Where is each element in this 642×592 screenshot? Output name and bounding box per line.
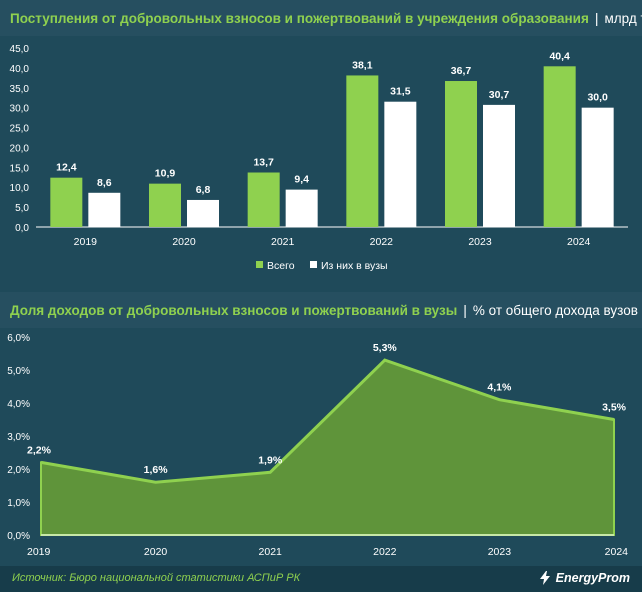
- logo-text: EnergyProm: [555, 571, 630, 585]
- bar: [445, 81, 477, 227]
- y-tick-label: 5,0: [15, 203, 29, 214]
- y-tick-label: 6,0%: [7, 333, 30, 344]
- bar: [187, 199, 219, 227]
- data-label: 3,5%: [602, 402, 627, 414]
- y-tick-label: 4,0%: [7, 399, 30, 410]
- bar: [483, 104, 515, 227]
- x-tick-label: 2019: [27, 546, 51, 558]
- title-separator: |: [463, 302, 467, 318]
- energyprom-logo: EnergyProm: [538, 571, 630, 585]
- data-label: 36,7: [451, 65, 472, 77]
- data-label: 30,0: [587, 92, 608, 104]
- bar: [346, 75, 379, 227]
- bar: [285, 189, 318, 227]
- data-label: 1,9%: [258, 454, 283, 466]
- y-tick-label: 5,0%: [7, 366, 30, 377]
- bar: [543, 66, 576, 227]
- data-label: 1,6%: [144, 464, 169, 476]
- x-tick-label: 2022: [373, 546, 397, 558]
- bar: [247, 172, 280, 227]
- y-tick-label: 30,0: [10, 104, 30, 115]
- bar: [581, 107, 614, 227]
- data-label: 9,4: [294, 174, 309, 186]
- top-chart-unit: млрд тг: [604, 10, 642, 26]
- y-tick-label: 0,0%: [7, 531, 30, 542]
- data-label: 31,5: [390, 86, 411, 98]
- x-tick-label: 2019: [74, 236, 98, 248]
- y-tick-label: 2,0%: [7, 465, 30, 476]
- data-label: 10,9: [155, 168, 176, 180]
- bar: [149, 183, 181, 227]
- y-tick-label: 1,0%: [7, 498, 30, 509]
- x-tick-label: 2023: [468, 236, 492, 248]
- area-line: [40, 358, 615, 484]
- area-chart: 0,0% 1,0% 2,0% 3,0% 4,0% 5,0% 6,0% 2,2% 1,6% 1,9%…: [7, 333, 629, 558]
- x-tick-label: 2021: [271, 236, 295, 248]
- y-tick-label: 40,0: [10, 64, 30, 75]
- data-label: 8,6: [97, 177, 112, 189]
- x-tick-label: 2022: [370, 236, 394, 248]
- top-chart-title-bar: Поступления от добровольных взносов и по…: [0, 0, 642, 36]
- data-label: 5,3%: [373, 342, 398, 354]
- data-label: 2,2%: [27, 444, 52, 456]
- y-tick-label: 10,0: [10, 183, 30, 194]
- y-tick-label: 3,0%: [7, 432, 30, 443]
- bottom-chart-title-bar: Доля доходов от добровольных взносов и п…: [0, 292, 642, 328]
- legend-label: Из них в вузы: [321, 260, 388, 272]
- legend-swatch: [310, 261, 317, 268]
- title-separator: |: [594, 10, 599, 26]
- x-tick-label: 2024: [567, 236, 591, 248]
- bar: [88, 192, 121, 227]
- y-tick-label: 45,0: [10, 44, 30, 55]
- x-tick-label: 2020: [144, 546, 168, 558]
- data-label: 12,4: [56, 162, 77, 174]
- y-tick-label: 0,0: [15, 223, 29, 234]
- legend-label: Всего: [267, 260, 295, 272]
- bar: [384, 101, 417, 227]
- bar: [50, 177, 83, 227]
- legend-swatch: [256, 261, 263, 268]
- x-tick-label: 2021: [259, 546, 283, 558]
- top-chart-title: Поступления от добровольных взносов и по…: [10, 10, 589, 26]
- y-tick-label: 20,0: [10, 143, 30, 154]
- bottom-chart-title: Доля доходов от добровольных взносов и п…: [10, 302, 458, 318]
- bottom-chart-unit: % от общего дохода вузов: [472, 302, 638, 318]
- lightning-icon: [539, 571, 550, 585]
- data-label: 6,8: [196, 184, 211, 196]
- data-label: 13,7: [253, 157, 274, 169]
- data-label: 4,1%: [487, 382, 512, 394]
- bar-chart: 0,0 5,0 10,0 15,0 20,0 25,0 30,0 35,0 40,0 45,0 12…: [10, 44, 628, 272]
- data-label: 30,7: [489, 89, 510, 101]
- x-tick-label: 2023: [488, 546, 512, 558]
- y-tick-label: 35,0: [10, 84, 30, 95]
- x-tick-label: 2020: [172, 236, 196, 248]
- x-tick-label: 2024: [605, 546, 629, 558]
- data-label: 40,4: [549, 50, 570, 62]
- y-tick-label: 15,0: [10, 163, 30, 174]
- footer: Источник: Бюро национальной статистики А…: [0, 566, 642, 592]
- data-label: 38,1: [352, 59, 373, 71]
- area-fill: [40, 358, 615, 536]
- y-tick-label: 25,0: [10, 124, 30, 135]
- source-note: Источник: Бюро национальной статистики А…: [12, 572, 301, 584]
